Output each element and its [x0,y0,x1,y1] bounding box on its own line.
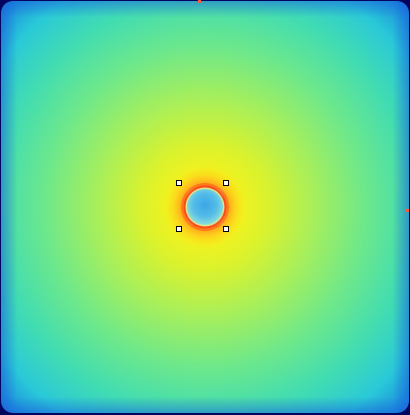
resize-handle-top-right[interactable] [223,180,229,186]
resize-handle-bottom-right[interactable] [223,226,229,232]
spot-core [187,189,223,225]
right-edge-marker [406,209,409,212]
resize-handle-bottom-left[interactable] [176,226,182,232]
top-edge-marker [198,0,201,3]
selection-rectangle[interactable] [176,180,229,232]
resize-handle-top-left[interactable] [176,180,182,186]
